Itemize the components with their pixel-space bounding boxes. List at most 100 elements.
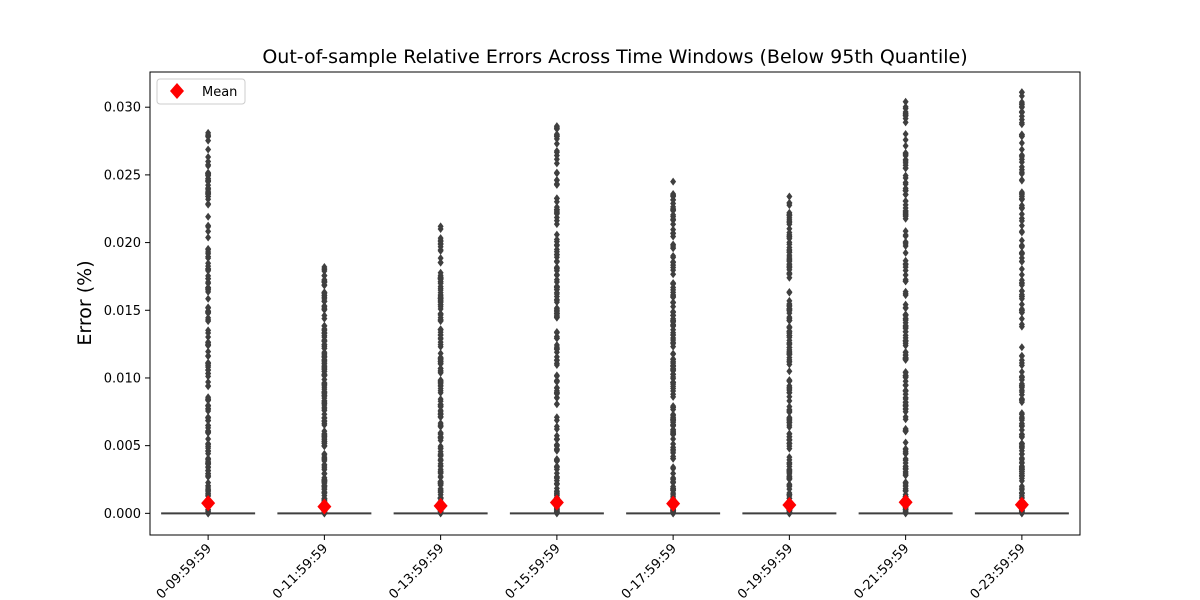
outlier-point — [670, 270, 677, 279]
y-axis-label: Error (%) — [74, 260, 96, 345]
outlier-point — [1018, 351, 1025, 360]
outlier-point — [1018, 281, 1025, 290]
outlier-point — [786, 338, 793, 347]
outlier-point — [1018, 192, 1025, 201]
outlier-point — [437, 376, 444, 385]
outlier-point — [437, 309, 444, 318]
outlier-point — [786, 357, 793, 366]
outlier-point — [321, 456, 328, 465]
mean-marker — [201, 495, 216, 512]
outlier-point — [786, 480, 793, 489]
outlier-point — [205, 284, 212, 293]
outlier-point — [902, 248, 909, 257]
outlier-point — [321, 262, 328, 271]
outlier-point — [1018, 489, 1025, 498]
outlier-point — [553, 304, 560, 313]
outlier-point — [902, 482, 909, 491]
outlier-point — [321, 336, 328, 345]
outlier-point — [205, 434, 212, 443]
outlier-point — [437, 254, 444, 263]
outlier-point — [786, 402, 793, 411]
outlier-point — [553, 275, 560, 284]
outlier-point — [205, 171, 212, 180]
outlier-point — [437, 294, 444, 303]
outlier-point — [786, 240, 793, 249]
outlier-point — [902, 289, 909, 298]
outlier-point — [437, 246, 444, 255]
outlier-point — [205, 341, 212, 350]
outlier-point — [786, 265, 793, 274]
outlier-point — [1018, 168, 1025, 177]
legend-box — [156, 78, 246, 105]
outlier-point — [1018, 151, 1025, 160]
outlier-group — [205, 128, 212, 518]
outlier-point — [902, 263, 909, 272]
outlier-point — [1018, 88, 1025, 97]
outlier-point — [670, 355, 677, 364]
outlier-point — [670, 382, 677, 391]
outlier-point — [902, 471, 909, 480]
outlier-point — [670, 402, 677, 411]
outlier-point — [786, 343, 793, 352]
outlier-point — [786, 414, 793, 423]
outlier-point — [902, 327, 909, 336]
outlier-point — [1018, 320, 1025, 329]
outlier-point — [786, 406, 793, 415]
outlier-point — [553, 283, 560, 292]
outlier-point — [786, 210, 793, 219]
y-tick-label: 0.030 — [104, 101, 141, 116]
outlier-point — [205, 427, 212, 436]
outlier-point — [321, 331, 328, 340]
outlier-point — [1018, 458, 1025, 467]
y-tick-label: 0.005 — [104, 439, 141, 454]
outlier-point — [670, 331, 677, 340]
outlier-point — [1018, 162, 1025, 171]
outlier-point — [670, 215, 677, 224]
outlier-point — [1018, 227, 1025, 236]
outlier-point — [553, 489, 560, 498]
outlier-point — [670, 425, 677, 434]
outlier-point — [205, 395, 212, 404]
outlier-point — [670, 311, 677, 320]
outlier-point — [902, 393, 909, 402]
outlier-point — [1018, 120, 1025, 129]
outlier-point — [321, 362, 328, 371]
outlier-point — [205, 187, 212, 196]
outlier-point — [1018, 314, 1025, 323]
outlier-point — [553, 399, 560, 408]
outlier-point — [437, 436, 444, 445]
outlier-point — [786, 468, 793, 477]
outlier-point — [786, 473, 793, 482]
outlier-point — [670, 339, 677, 348]
outlier-point — [321, 403, 328, 412]
outlier-point — [321, 304, 328, 313]
outlier-point — [437, 462, 444, 471]
outlier-point — [902, 190, 909, 199]
outlier-point — [437, 455, 444, 464]
outlier-point — [321, 462, 328, 471]
outlier-point — [205, 455, 212, 464]
outlier-point — [670, 298, 677, 307]
outlier-point — [553, 376, 560, 385]
outlier-point — [553, 180, 560, 189]
legend-mean-marker — [170, 83, 184, 99]
outlier-point — [902, 256, 909, 265]
outlier-point — [1018, 203, 1025, 212]
outlier-point — [205, 413, 212, 422]
outlier-point — [205, 128, 212, 137]
legend: Mean — [156, 78, 246, 105]
outlier-point — [321, 344, 328, 353]
outlier-point — [1018, 221, 1025, 230]
outlier-point — [902, 310, 909, 319]
outlier-point — [1018, 290, 1025, 299]
outlier-point — [786, 199, 793, 208]
outlier-point — [1018, 398, 1025, 407]
outlier-point — [437, 479, 444, 488]
outlier-point — [205, 486, 212, 495]
outlier-point — [437, 428, 444, 437]
outlier-point — [1018, 236, 1025, 245]
outlier-point — [321, 439, 328, 448]
outlier-point — [902, 158, 909, 167]
y-tick-label: 0.010 — [104, 371, 141, 386]
outlier-point — [553, 266, 560, 275]
